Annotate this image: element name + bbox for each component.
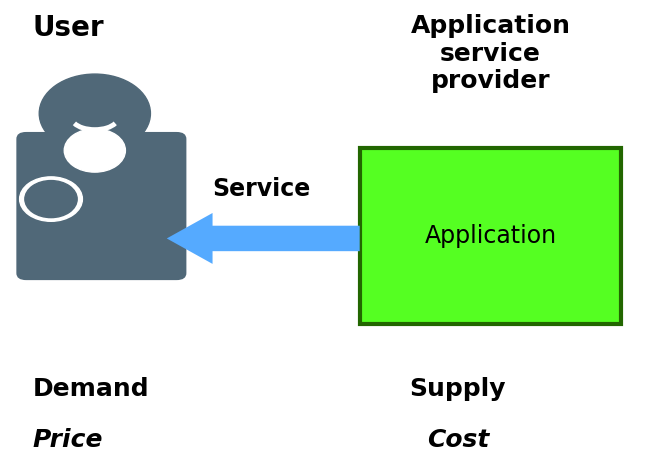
Circle shape — [39, 74, 150, 153]
FancyBboxPatch shape — [360, 148, 621, 324]
Circle shape — [20, 177, 82, 221]
Circle shape — [25, 181, 77, 218]
Circle shape — [64, 129, 126, 172]
Text: Demand: Demand — [33, 377, 149, 401]
Text: User: User — [33, 14, 105, 42]
Text: Application: Application — [424, 224, 557, 248]
Text: Application
service
provider: Application service provider — [411, 14, 570, 94]
Polygon shape — [167, 213, 360, 264]
Text: Cost: Cost — [426, 428, 489, 452]
FancyBboxPatch shape — [16, 132, 186, 280]
Text: Supply: Supply — [409, 377, 506, 401]
Text: Service: Service — [213, 177, 311, 201]
Text: Price: Price — [33, 428, 103, 452]
